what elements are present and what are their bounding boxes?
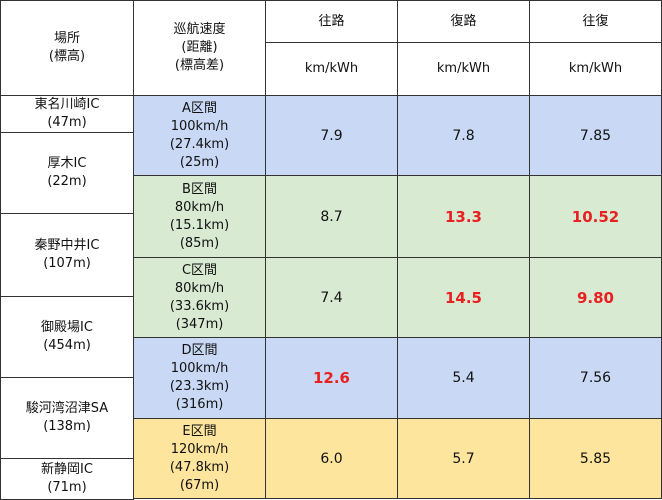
value: 6.0 (320, 450, 343, 467)
location-cell: 東名川崎IC (47m) (0, 95, 134, 133)
location-elevation: (107m) (43, 256, 91, 271)
section-speed: 80km/h (174, 280, 225, 296)
cell: 13.3 (397, 175, 530, 258)
value: 7.8 (452, 127, 475, 144)
location-cell: 新静岡IC (71m) (0, 458, 134, 500)
section-elevation-diff: (85m) (179, 235, 220, 251)
value: 5.7 (452, 450, 475, 467)
cell: D区間 100km/h (23.3km) (316m) (133, 337, 266, 419)
value: 9.80 (576, 288, 614, 307)
location-elevation: (22m) (47, 174, 87, 189)
header-cell: km/kWh (265, 42, 398, 96)
cell: 10.52 (529, 175, 662, 258)
location-name: 御殿場IC (41, 320, 93, 335)
location-cell: 御殿場IC (454m) (0, 296, 134, 378)
location-cell: 秦野中井IC (107m) (0, 213, 134, 297)
value: 10.52 (571, 207, 620, 226)
section-name: E区間 (182, 423, 217, 439)
section-distance: (47.8km) (169, 459, 230, 475)
header-text: (標高差) (174, 58, 225, 73)
cell: C区間 80km/h (33.6km) (347m) (133, 257, 266, 338)
value: 7.85 (579, 127, 612, 144)
header-text: 巡航速度 (173, 22, 226, 37)
header-cell: 往復 (529, 0, 662, 43)
section-speed: 100km/h (170, 361, 229, 376)
header-text: 場所 (53, 31, 80, 46)
location-elevation: (138m) (43, 419, 91, 434)
cell: 7.56 (529, 337, 662, 419)
header-cell: 往路 (265, 0, 398, 43)
value: 7.56 (579, 370, 612, 386)
cell: 8.7 (265, 175, 398, 258)
section-elevation-diff: (25m) (179, 154, 220, 170)
location-name: 秦野中井IC (34, 238, 100, 253)
value: 7.4 (320, 289, 343, 306)
unit-text: km/kWh (304, 61, 359, 76)
location-name: 東名川崎IC (34, 97, 100, 112)
section-speed: 120km/h (170, 441, 229, 457)
location-name: 新静岡IC (41, 462, 93, 477)
section-speed: 100km/h (170, 118, 229, 134)
location-elevation: (71m) (47, 480, 87, 495)
section-name: B区間 (182, 181, 217, 197)
section-elevation-diff: (347m) (175, 316, 224, 332)
value: 7.9 (320, 127, 343, 144)
cell: 7.85 (529, 95, 662, 176)
header-text: (標高) (48, 49, 86, 64)
section-elevation-diff: (67m) (179, 477, 220, 493)
cell: 5.4 (397, 337, 530, 419)
header-cell: km/kWh (397, 42, 530, 96)
value: 14.5 (444, 288, 482, 307)
unit-text: km/kWh (568, 61, 623, 76)
header-text: 復路 (450, 13, 477, 29)
value: 5.85 (579, 450, 612, 467)
value: 5.4 (452, 370, 475, 386)
location-elevation: (454m) (43, 338, 91, 353)
location-elevation: (47m) (47, 115, 87, 130)
section-distance: (23.3km) (169, 379, 230, 394)
header-cell: 復路 (397, 0, 530, 43)
cell: B区間 80km/h (15.1km) (85m) (133, 175, 266, 258)
cell: 6.0 (265, 418, 398, 499)
cell: E区間 120km/h (47.8km) (67m) (133, 418, 266, 499)
section-distance: (33.6km) (169, 298, 230, 314)
location-name: 厚木IC (47, 156, 87, 171)
cell: 7.4 (265, 257, 398, 338)
section-name: A区間 (182, 100, 217, 116)
section-name: C区間 (181, 262, 218, 278)
section-distance: (15.1km) (169, 217, 230, 233)
header-cell: 場所 (標高) (0, 0, 134, 96)
cell: 9.80 (529, 257, 662, 338)
location-name: 駿河湾沼津SA (25, 401, 109, 416)
section-speed: 80km/h (174, 199, 225, 215)
location-cell: 厚木IC (22m) (0, 132, 134, 214)
header-text: (距離) (181, 40, 218, 55)
unit-text: km/kWh (436, 61, 491, 76)
header-cell: km/kWh (529, 42, 662, 96)
cell: 14.5 (397, 257, 530, 338)
value: 13.3 (444, 207, 482, 226)
section-distance: (27.4km) (169, 136, 230, 152)
value: 8.7 (320, 208, 343, 225)
cell: 7.8 (397, 95, 530, 176)
location-cell: 駿河湾沼津SA (138m) (0, 377, 134, 459)
value: 12.6 (312, 369, 350, 387)
cell: 5.7 (397, 418, 530, 499)
header-text: 往復 (582, 13, 609, 29)
cell: A区間 100km/h (27.4km) (25m) (133, 95, 266, 176)
section-elevation-diff: (316m) (175, 397, 224, 412)
cell: 5.85 (529, 418, 662, 499)
cell: 12.6 (265, 337, 398, 419)
header-text: 往路 (318, 13, 345, 29)
cell: 7.9 (265, 95, 398, 176)
header-cell: 巡航速度 (距離) (標高差) (133, 0, 266, 96)
section-name: D区間 (181, 343, 218, 358)
